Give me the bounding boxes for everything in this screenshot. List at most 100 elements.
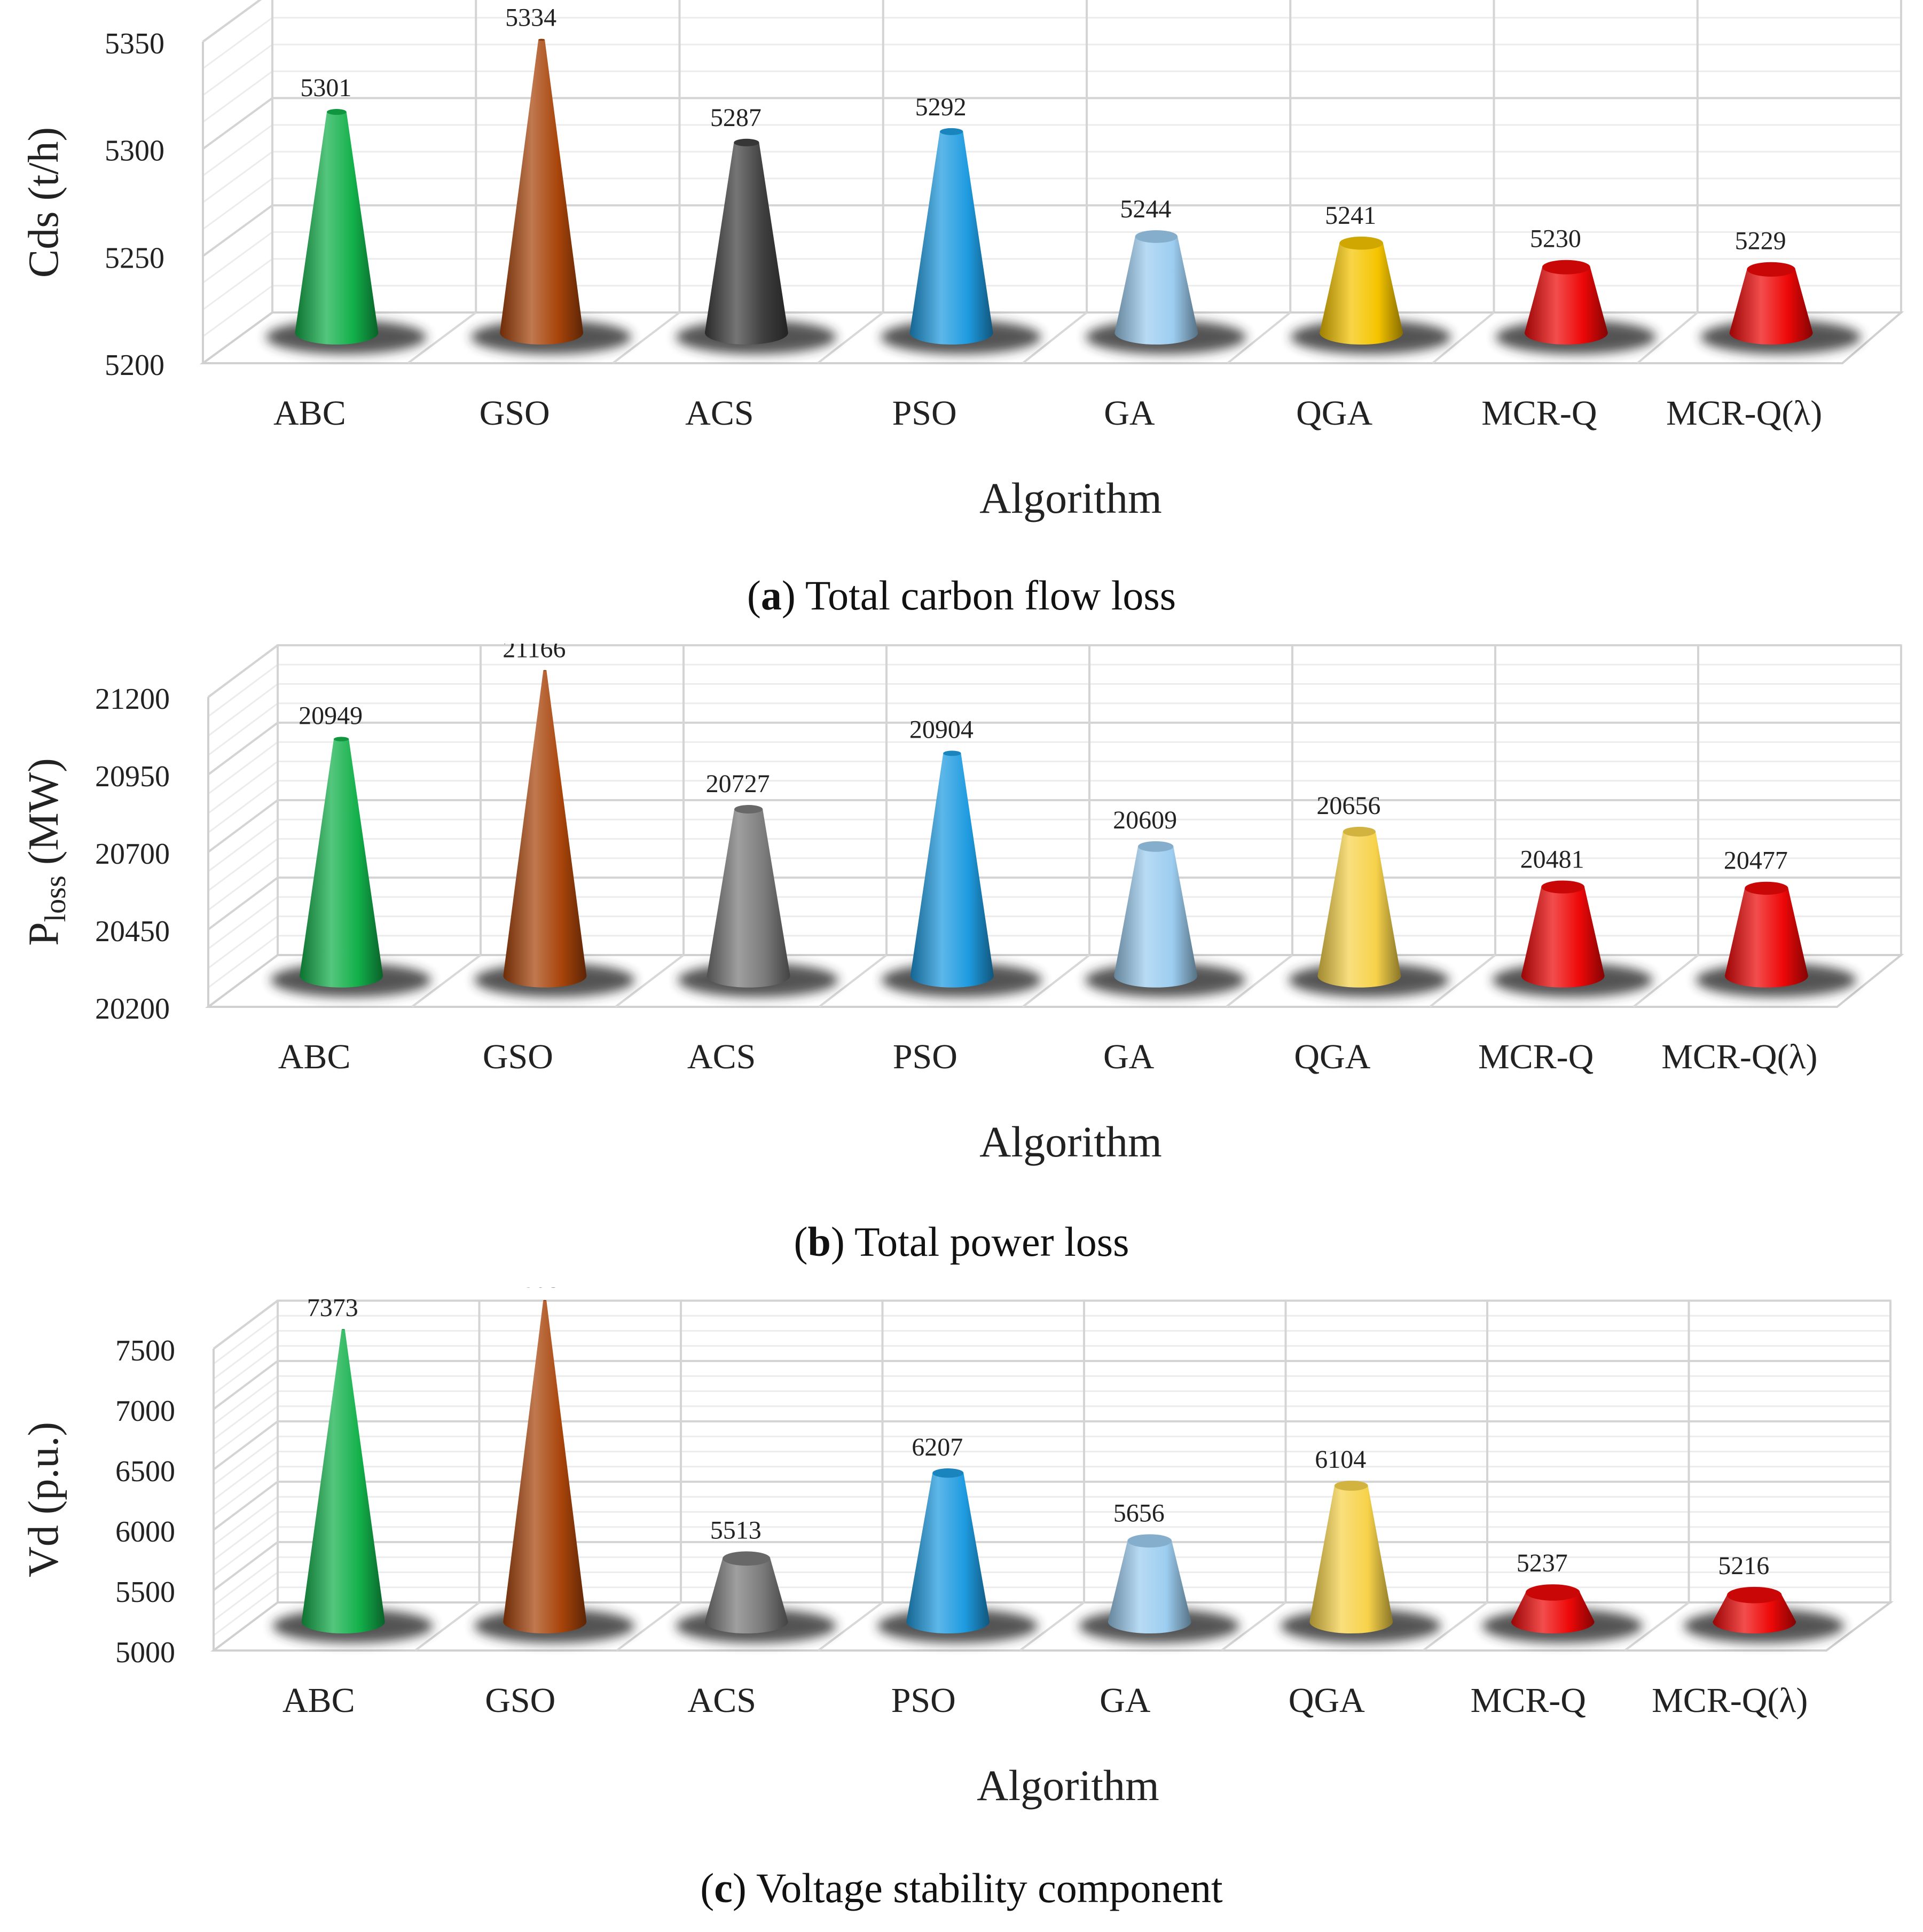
bar-top bbox=[723, 1551, 771, 1566]
bar-abc bbox=[301, 1329, 385, 1633]
caption-b-letter: b bbox=[807, 1218, 831, 1265]
bar-top bbox=[1542, 260, 1590, 275]
data-label: 5244 bbox=[1120, 195, 1171, 223]
bar-mcr-q bbox=[1713, 1595, 1796, 1633]
data-label: 7608 bbox=[508, 1287, 560, 1293]
chart-walls bbox=[205, 644, 1904, 1008]
x-tick-label: GSO bbox=[485, 1681, 555, 1720]
panel-c: 5000 5500 6000 6500 7000 7500 Vd (p.u.) Algorit… bbox=[0, 1287, 1923, 1931]
bar-top bbox=[1541, 880, 1585, 894]
data-label: 6207 bbox=[912, 1433, 963, 1461]
panel-a: 5200 5250 5300 5350 Cds (t/h) Algorithm 5301 53… bbox=[0, 0, 1923, 644]
caption-c-letter: c bbox=[714, 1865, 733, 1911]
bar-qga bbox=[1309, 1485, 1393, 1633]
data-label: 20481 bbox=[1520, 845, 1584, 873]
data-label: 21166 bbox=[503, 644, 566, 663]
bar-top bbox=[939, 128, 963, 135]
y-tick-label: 5300 bbox=[105, 135, 164, 168]
bar-pso bbox=[906, 1473, 990, 1633]
data-label: 5292 bbox=[915, 93, 967, 121]
y-tick-label: 5500 bbox=[115, 1576, 175, 1609]
data-label: 5241 bbox=[1325, 201, 1376, 230]
data-label: 5513 bbox=[710, 1516, 762, 1544]
bar-acs bbox=[707, 809, 790, 988]
bar-top bbox=[1745, 881, 1788, 895]
bar-acs bbox=[704, 142, 788, 345]
bar-ga bbox=[1108, 1540, 1191, 1633]
y-tick-label: 5250 bbox=[105, 241, 164, 275]
bar-qga bbox=[1317, 832, 1401, 988]
data-label: 20904 bbox=[909, 715, 974, 744]
bar-pso bbox=[910, 753, 994, 988]
bar-top bbox=[327, 109, 347, 115]
data-label: 5237 bbox=[1517, 1549, 1568, 1577]
bar-mcr-q bbox=[1724, 888, 1808, 988]
panel-b: 20200 20450 20700 20950 21200 Ploss (MW) Algor… bbox=[0, 644, 1923, 1287]
x-tick-label: ACS bbox=[688, 1681, 756, 1720]
bars: 5301 5334 5287 5292 5244 5241 5230 5229 bbox=[266, 4, 1861, 354]
x-axis-label: Algorithm bbox=[977, 1761, 1159, 1810]
bar-top bbox=[1525, 1584, 1580, 1601]
chart-walls bbox=[199, 0, 1904, 364]
x-tick-label: PSO bbox=[893, 1037, 957, 1076]
y-tick-label: 21200 bbox=[95, 683, 170, 716]
x-tick-label: ACS bbox=[687, 1037, 756, 1076]
bar-gso bbox=[503, 1300, 587, 1633]
x-tick-label: ABC bbox=[282, 1681, 355, 1720]
caption-c: (c) Voltage stability component bbox=[700, 1865, 1223, 1911]
y-tick-label: 20450 bbox=[95, 915, 170, 948]
bar-top bbox=[943, 750, 961, 756]
x-axis-label: Algorithm bbox=[979, 1117, 1162, 1166]
x-tick-label: MCR-Q bbox=[1481, 394, 1597, 433]
bar-top bbox=[1334, 1481, 1368, 1491]
x-tick-label: QGA bbox=[1294, 1037, 1370, 1076]
chart-c: 5000 5500 6000 6500 7000 7500 Vd (p.u.) Algorit… bbox=[20, 1287, 1894, 1810]
chart-floor bbox=[199, 311, 1904, 364]
caption-b-text: Total power loss bbox=[854, 1218, 1129, 1265]
y-tick-label: 6500 bbox=[115, 1455, 175, 1488]
data-label: 5287 bbox=[710, 104, 762, 132]
bar-mcr-q bbox=[1524, 267, 1608, 345]
x-tick-label: MCR-Q bbox=[1478, 1037, 1594, 1076]
x-tick-label: MCR-Q(λ) bbox=[1666, 394, 1822, 433]
bar-abc bbox=[295, 112, 379, 345]
bar-pso bbox=[909, 131, 993, 345]
data-label: 6104 bbox=[1315, 1445, 1366, 1474]
y-tick-label: 20700 bbox=[95, 838, 170, 871]
y-tick-label: 5000 bbox=[115, 1636, 175, 1669]
bar-top bbox=[1343, 826, 1376, 837]
x-tick-label: MCR-Q(λ) bbox=[1652, 1681, 1808, 1720]
caption-a: (a) Total carbon flow loss bbox=[747, 572, 1176, 619]
x-tick-label: ABC bbox=[273, 394, 346, 433]
data-label: 20656 bbox=[1316, 792, 1380, 820]
x-tick-label: QGA bbox=[1289, 1681, 1365, 1720]
data-label: 20609 bbox=[1113, 806, 1177, 834]
data-label: 5230 bbox=[1530, 225, 1581, 253]
y-tick-label: 5350 bbox=[105, 27, 164, 60]
y-tick-label: 20950 bbox=[95, 760, 170, 793]
y-tick-label: 6000 bbox=[115, 1515, 175, 1548]
bar-ga bbox=[1114, 846, 1198, 988]
bars: 20949 21166 20727 20904 20609 20656 20481 20477 bbox=[271, 644, 1856, 997]
bar-top bbox=[543, 1300, 547, 1301]
y-tick-label: 20200 bbox=[95, 992, 170, 1026]
chart-walls bbox=[210, 1300, 1894, 1652]
x-tick-label: PSO bbox=[892, 394, 957, 433]
data-label: 20727 bbox=[706, 770, 770, 798]
bar-mcr-q bbox=[1521, 887, 1605, 988]
bar-top bbox=[734, 138, 759, 146]
bar-top bbox=[1726, 1586, 1782, 1604]
data-label: 5216 bbox=[1718, 1552, 1769, 1580]
y-tick-label: 7000 bbox=[115, 1395, 175, 1428]
y-tick-label: 5200 bbox=[105, 349, 164, 382]
y-axis-label: Ploss (MW) bbox=[20, 758, 72, 946]
bar-top bbox=[334, 737, 349, 741]
bar-top bbox=[932, 1468, 964, 1478]
x-tick-label: MCR-Q(λ) bbox=[1661, 1037, 1817, 1076]
data-label: 20949 bbox=[299, 701, 363, 730]
x-tick-label: GA bbox=[1104, 394, 1155, 433]
bar-top bbox=[1137, 841, 1174, 852]
x-tick-label: GSO bbox=[483, 1037, 553, 1076]
y-axis-label: Cds (t/h) bbox=[20, 127, 67, 278]
y-axis-label: Vd (p.u.) bbox=[20, 1422, 67, 1577]
